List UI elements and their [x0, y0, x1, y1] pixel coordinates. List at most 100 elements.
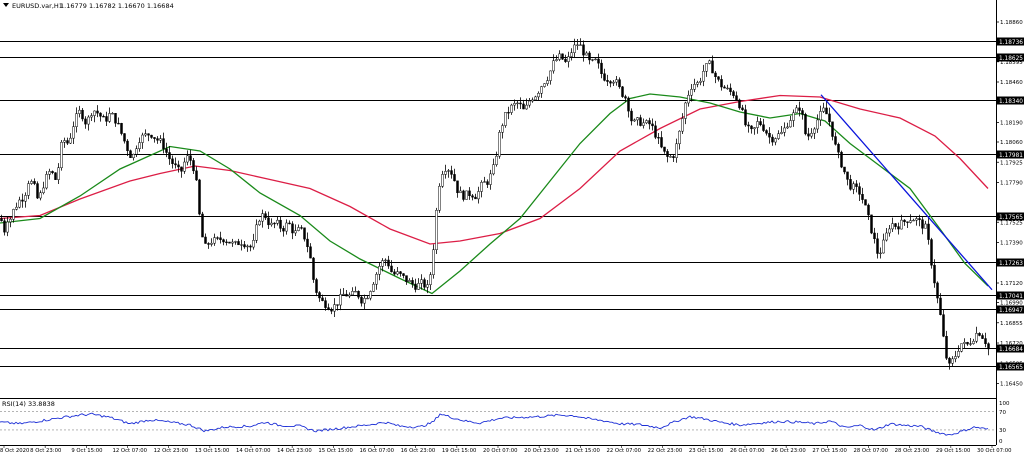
candle-body: [519, 102, 522, 105]
candle-body: [213, 237, 216, 244]
time-tick-label: 26 Oct 07:00: [730, 448, 765, 453]
candle-body: [465, 190, 468, 200]
candle-body: [165, 148, 168, 153]
candle-body: [897, 226, 900, 230]
candle-body: [927, 223, 930, 240]
candle-body: [807, 133, 810, 137]
candle-body: [852, 183, 855, 190]
candle-body: [879, 252, 882, 255]
candle-body: [498, 132, 501, 157]
candle-body: [333, 304, 336, 312]
candle-body: [528, 100, 531, 106]
candle-body: [291, 223, 294, 234]
candle-body: [303, 227, 306, 240]
candle-body: [816, 119, 819, 130]
candle-body: [678, 130, 681, 145]
candle-body: [777, 133, 780, 139]
level-label-box: [997, 362, 1024, 371]
candle-body: [315, 279, 318, 293]
candle-body: [984, 338, 987, 344]
candle-body: [870, 214, 873, 234]
candle-body: [108, 113, 111, 122]
candle-body: [924, 223, 927, 229]
time-tick-label: 8 Oct 23:00: [30, 448, 62, 453]
candle-body: [423, 279, 426, 288]
level-label: 1.18340: [999, 99, 1023, 105]
candle-body: [261, 213, 264, 222]
candle-body: [501, 125, 504, 133]
candle-body: [849, 179, 852, 190]
candle-body: [357, 291, 360, 298]
level-label: 1.17565: [999, 215, 1023, 221]
candle-body: [543, 83, 546, 87]
candle-body: [606, 80, 609, 82]
time-axis-labels: 8 Oct 2020 8 Oct 23:00 9 Oct 15:00 12 Oct 0…: [0, 445, 1012, 454]
candle-body: [732, 91, 735, 96]
candle-body: [51, 171, 54, 173]
candle-body: [282, 228, 285, 232]
candle-body: [708, 60, 711, 64]
ma-fast-line: [0, 93, 989, 295]
candle-body: [699, 80, 702, 83]
candle-body: [378, 266, 381, 275]
trend-line[interactable]: [820, 94, 993, 291]
candle-body: [720, 79, 723, 88]
candle-body: [642, 122, 645, 126]
level-label: 1.16684: [999, 347, 1023, 353]
level-label: 1.17263: [999, 261, 1023, 267]
price-tick-label: 1.16720: [1000, 341, 1023, 347]
candle-body: [219, 237, 222, 240]
level-label-box: [997, 305, 1024, 314]
ohlc-values: 1.16779 1.16782 1.16670 1.16684: [60, 2, 174, 10]
candle-body: [957, 351, 960, 357]
candle-body: [306, 238, 309, 248]
rsi-tick-70: 70: [999, 410, 1006, 416]
candle-body: [189, 155, 192, 161]
rsi-label: RSI(14) 33.8838: [2, 400, 55, 408]
candle-body: [234, 241, 237, 243]
candle-body: [972, 340, 975, 344]
candle-body: [627, 97, 630, 112]
candle-body: [753, 127, 756, 130]
candlesticks: [0, 38, 990, 370]
candle-body: [387, 259, 390, 267]
time-tick-label: 28 Oct 23:00: [895, 448, 930, 453]
price-tick-label: 1.17525: [1000, 220, 1023, 226]
candle-body: [582, 44, 585, 56]
candle-body: [267, 217, 270, 226]
candle-body: [801, 110, 804, 115]
candle-body: [351, 291, 354, 296]
candle-body: [894, 223, 897, 227]
time-tick-label: 12 Oct 07:00: [113, 448, 148, 453]
candle-body: [159, 138, 162, 141]
candle-body: [951, 358, 954, 364]
candle-body: [480, 182, 483, 192]
candle-body: [822, 107, 825, 112]
candle-body: [195, 170, 198, 181]
candle-body: [942, 314, 945, 337]
candle-body: [429, 274, 432, 285]
candle-body: [489, 173, 492, 185]
dropdown-triangle-icon[interactable]: [3, 3, 9, 7]
candle-body: [768, 132, 771, 138]
candle-body: [576, 44, 579, 46]
level-label-box: [997, 344, 1024, 353]
candle-body: [411, 280, 414, 285]
time-tick-label: 12 Oct 23:00: [154, 448, 189, 453]
candle-body: [798, 107, 801, 111]
candle-body: [21, 199, 24, 202]
candle-body: [168, 152, 171, 160]
rsi-tick-100: 100: [999, 401, 1010, 407]
candle-body: [48, 171, 51, 175]
candle-body: [786, 126, 789, 129]
candle-body: [225, 241, 228, 243]
candle-body: [534, 96, 537, 101]
candle-body: [687, 94, 690, 104]
candle-body: [504, 112, 507, 126]
candle-body: [723, 86, 726, 89]
candle-body: [228, 241, 231, 244]
candle-body: [405, 275, 408, 283]
candle-body: [690, 89, 693, 96]
level-label: 1.16947: [999, 308, 1023, 314]
